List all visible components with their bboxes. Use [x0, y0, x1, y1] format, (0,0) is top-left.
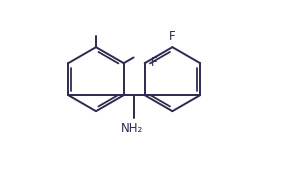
- Text: NH₂: NH₂: [121, 122, 143, 135]
- Text: F: F: [169, 30, 176, 43]
- Text: F: F: [150, 56, 157, 69]
